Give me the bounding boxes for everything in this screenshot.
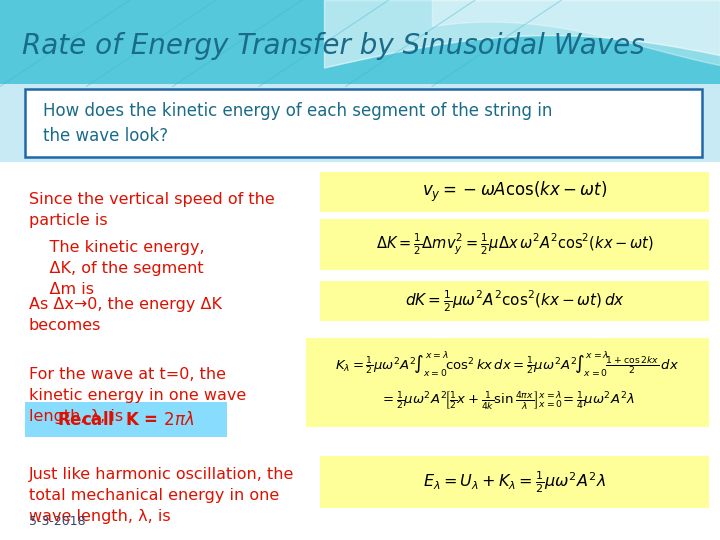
FancyBboxPatch shape (320, 281, 709, 321)
FancyBboxPatch shape (25, 402, 227, 437)
Text: For the wave at t=0, the
kinetic energy in one wave
length, λ, is: For the wave at t=0, the kinetic energy … (29, 367, 246, 424)
FancyBboxPatch shape (25, 89, 702, 157)
Text: $dK = \frac{1}{2}\mu\omega^2 A^2 \cos^2\!(kx-\omega t)\,dx$: $dK = \frac{1}{2}\mu\omega^2 A^2 \cos^2\… (405, 288, 625, 314)
Text: Recall  K = $2\pi\lambda$: Recall K = $2\pi\lambda$ (58, 411, 194, 429)
FancyBboxPatch shape (320, 456, 709, 508)
Text: $E_\lambda = U_\lambda + K_\lambda = \frac{1}{2}\mu\omega^2 A^2\lambda$: $E_\lambda = U_\lambda + K_\lambda = \fr… (423, 469, 606, 495)
FancyBboxPatch shape (306, 338, 709, 427)
Text: 5-3-2018: 5-3-2018 (29, 515, 86, 528)
Text: $v_y = -\omega A\cos(kx - \omega t)$: $v_y = -\omega A\cos(kx - \omega t)$ (422, 180, 608, 204)
Text: The kinetic energy,
    ΔK, of the segment
    Δm is: The kinetic energy, ΔK, of the segment Δ… (29, 240, 204, 298)
Bar (0, 0, 720, 86)
Text: $K_\lambda = \frac{1}{2}\mu\omega^2 A^2\!\int_{x=0}^{x=\lambda}\!\cos^2 kx\,dx =: $K_\lambda = \frac{1}{2}\mu\omega^2 A^2\… (336, 349, 680, 378)
FancyBboxPatch shape (320, 172, 709, 212)
Bar (0, 84, 720, 162)
Text: $= \frac{1}{2}\mu\omega^2 A^2\!\left[\frac{1}{2}x + \frac{1}{4k}\sin\frac{4\pi x: $= \frac{1}{2}\mu\omega^2 A^2\!\left[\fr… (380, 389, 635, 411)
Text: Rate of Energy Transfer by Sinusoidal Waves: Rate of Energy Transfer by Sinusoidal Wa… (22, 32, 644, 60)
FancyBboxPatch shape (320, 219, 709, 270)
Text: $\Delta K = \frac{1}{2}\Delta m v_y^2 = \frac{1}{2}\mu\Delta x\,\omega^2 A^2 \co: $\Delta K = \frac{1}{2}\Delta m v_y^2 = … (376, 232, 654, 257)
Text: How does the kinetic energy of each segment of the string in
the wave look?: How does the kinetic energy of each segm… (43, 102, 552, 145)
Text: As Δx→0, the energy ΔK
becomes: As Δx→0, the energy ΔK becomes (29, 297, 222, 333)
Text: Just like harmonic oscillation, the
total mechanical energy in one
wave length, : Just like harmonic oscillation, the tota… (29, 467, 294, 524)
Text: Since the vertical speed of the
particle is: Since the vertical speed of the particle… (29, 192, 274, 228)
